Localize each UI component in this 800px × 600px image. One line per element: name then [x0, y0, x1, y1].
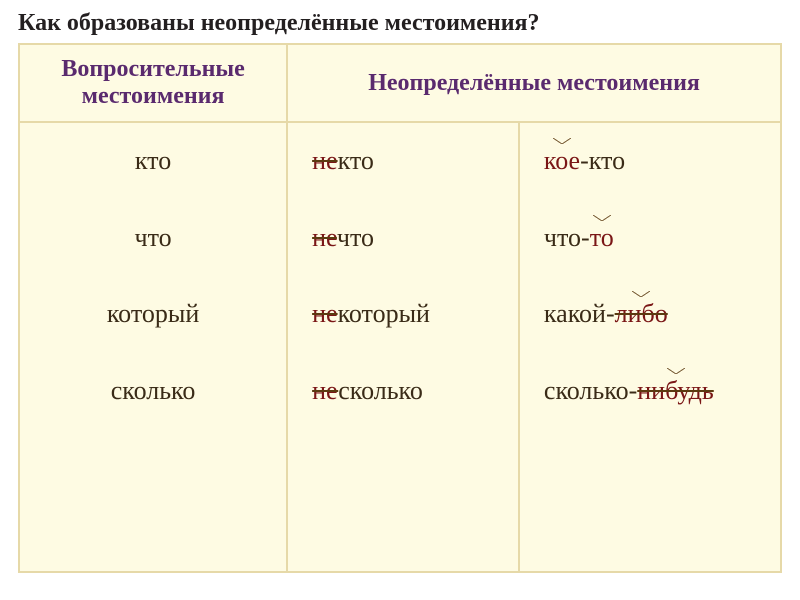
prefix-ne: не	[312, 223, 337, 252]
base-word: который	[26, 300, 280, 329]
prefixed-word: некто	[312, 147, 508, 176]
suffixed-word: сколько-нибудь	[544, 377, 770, 406]
prefixed-stem: сколько	[338, 376, 423, 405]
col-suffixed: кое-кто что-то какой-либо сколько-нибудь	[519, 122, 781, 572]
header-interrogative: Вопросительные местоимения	[19, 44, 287, 122]
prefixed-stem: что	[337, 223, 374, 252]
pronoun-table: Вопросительные местоимения Неопределённы…	[18, 43, 782, 573]
col-prefixed: нектонечтонекоторыйнесколько	[287, 122, 519, 572]
base-word: что	[26, 224, 280, 253]
prefixed-stem: который	[338, 299, 430, 328]
suffixed-word: что-то	[544, 224, 770, 253]
base-word: сколько	[26, 377, 280, 406]
prefixed-word: нечто	[312, 224, 508, 253]
suffixed-word: какой-либо	[544, 300, 770, 329]
base-word: кто	[26, 147, 280, 176]
suffixed-word: кое-кто	[544, 147, 770, 176]
prefix-ne: не	[312, 299, 337, 328]
prefix-ne: не	[312, 376, 338, 405]
header-indefinite: Неопределённые местоимения	[287, 44, 781, 122]
prefixed-word: несколько	[312, 377, 508, 406]
col-base: кто что который сколько	[19, 122, 287, 572]
prefixed-stem: кто	[338, 146, 374, 175]
page-title: Как образованы неопределённые местоимени…	[18, 10, 782, 37]
prefix-ne: не	[312, 146, 337, 175]
prefixed-word: некоторый	[312, 300, 508, 329]
